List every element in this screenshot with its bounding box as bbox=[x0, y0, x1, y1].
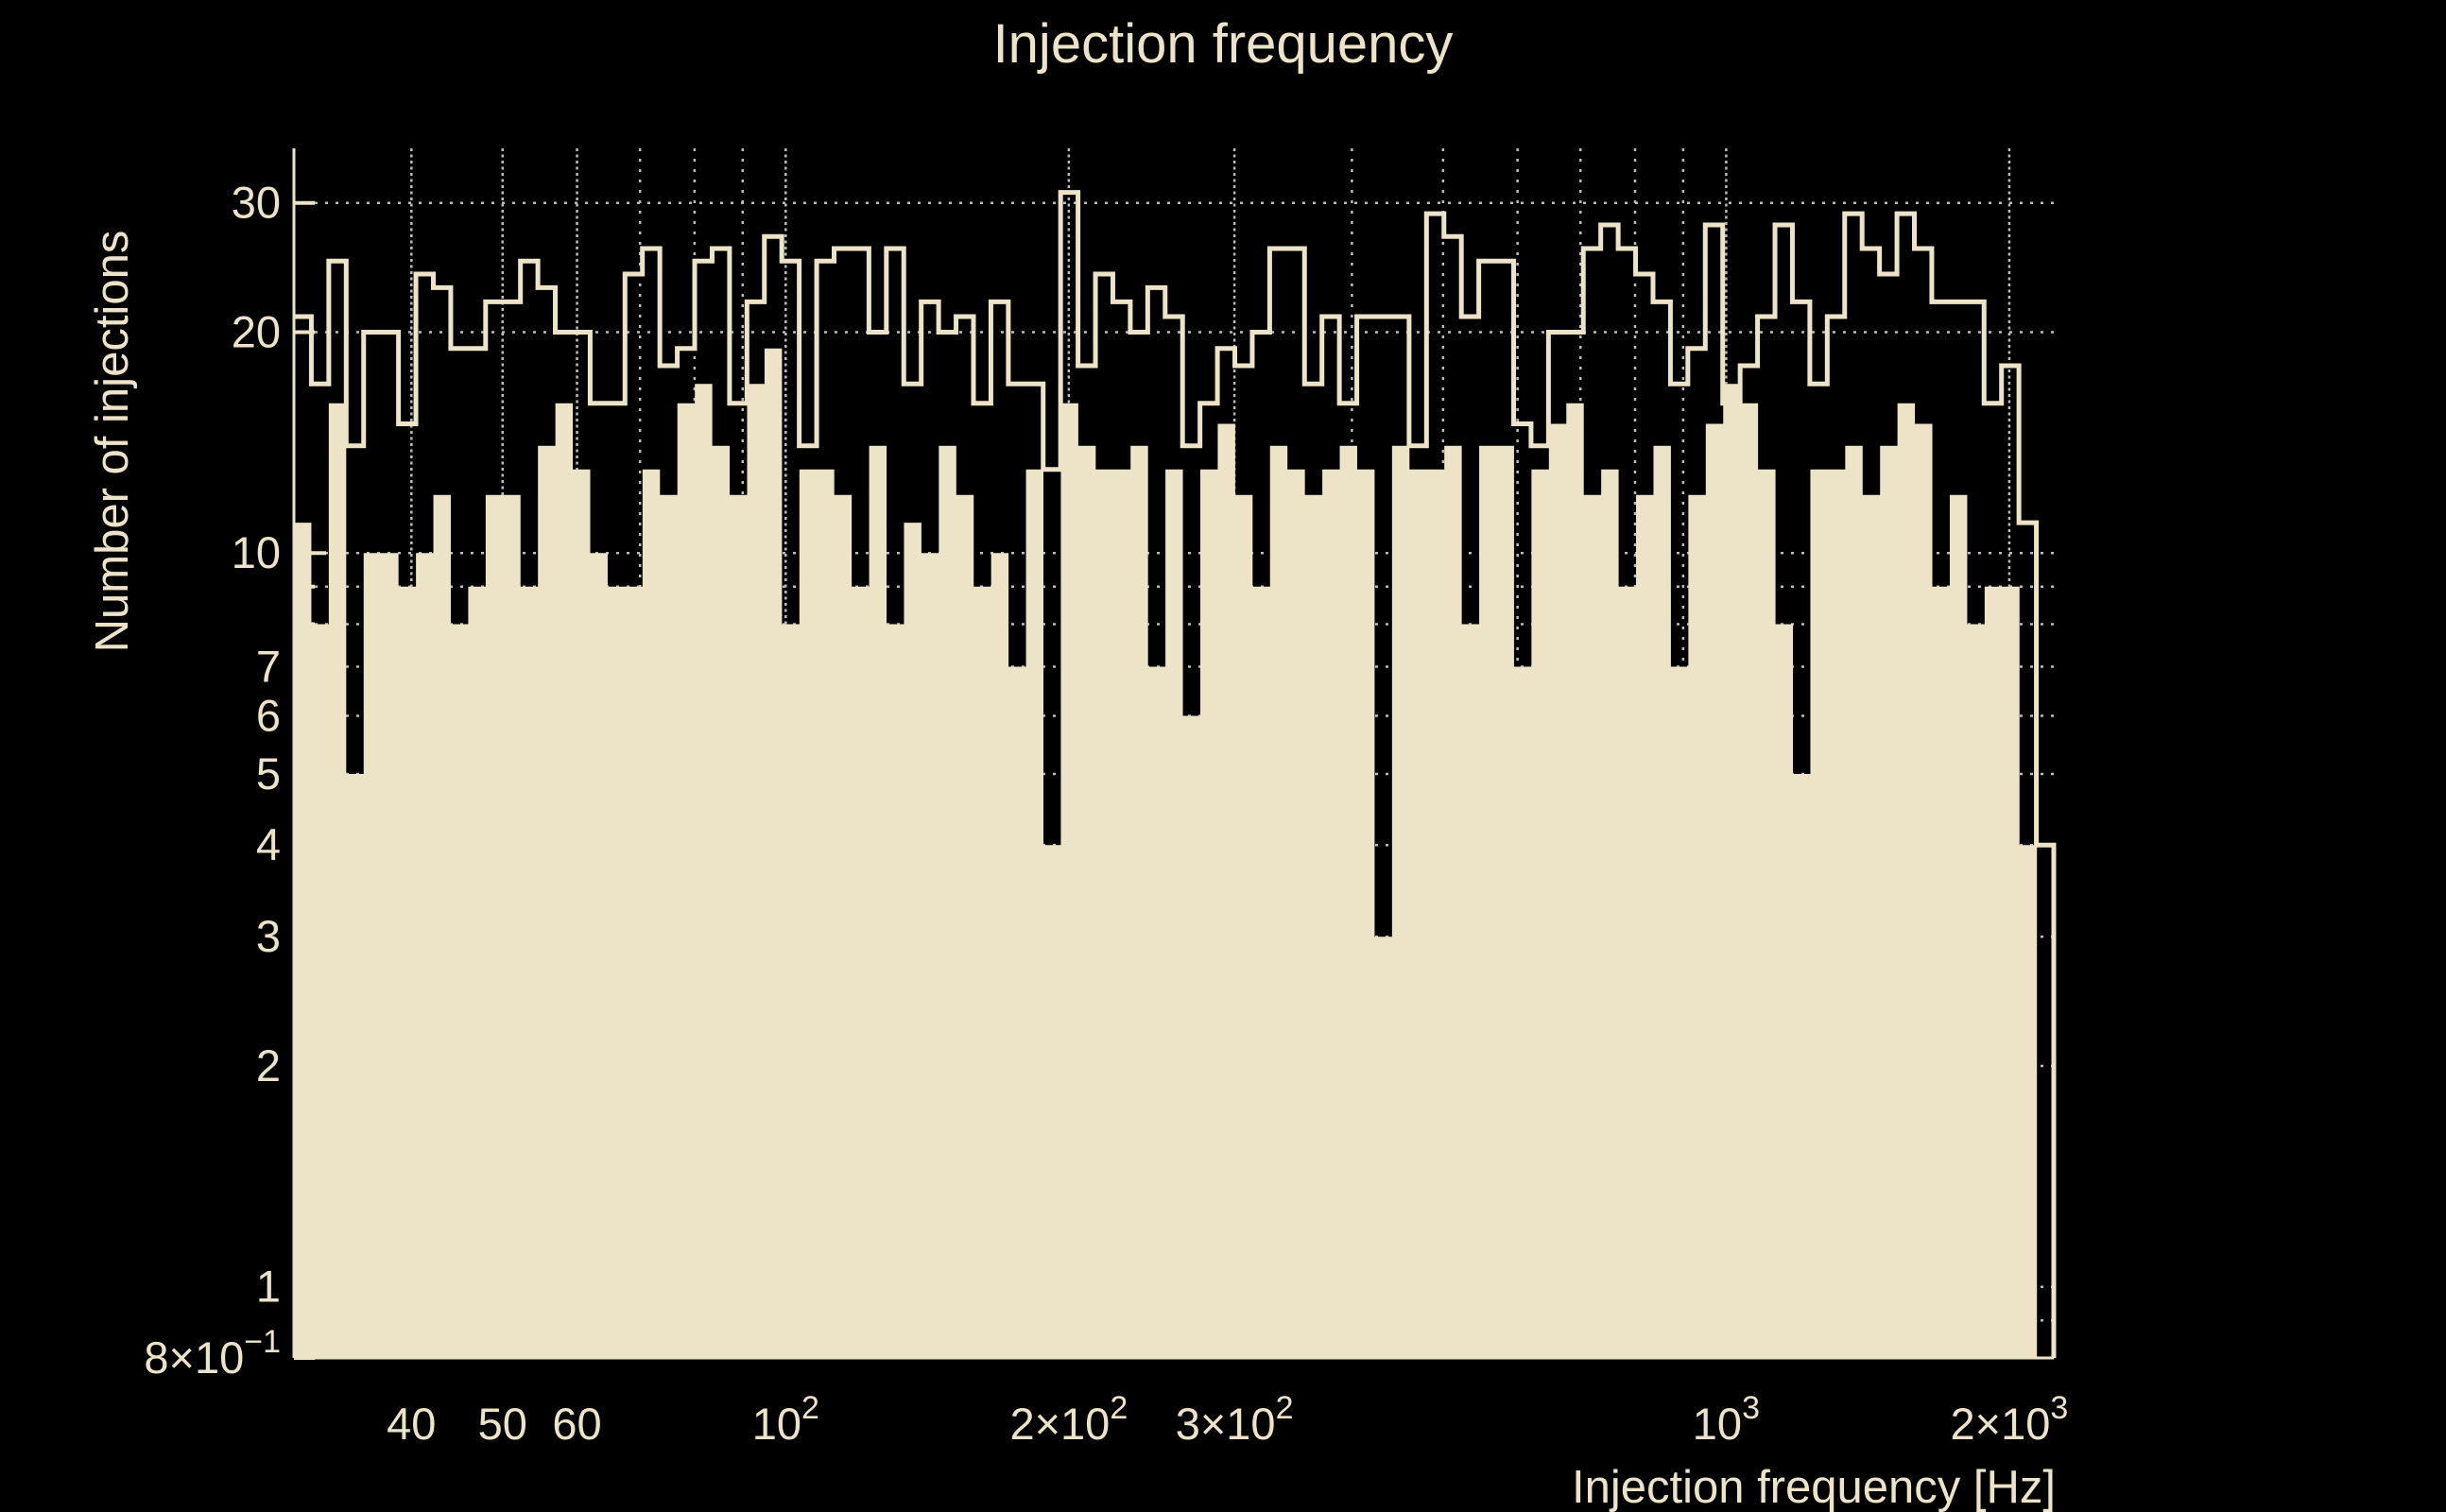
y-tick-label: 2 bbox=[256, 1040, 281, 1091]
x-tick-label: 2×102 bbox=[1009, 1390, 1128, 1449]
axis-lines bbox=[292, 148, 2054, 1360]
x-tick-label: 3×102 bbox=[1176, 1390, 1294, 1449]
x-tick-label: 60 bbox=[552, 1399, 601, 1449]
chart-title: Injection frequency bbox=[993, 13, 1454, 75]
y-tick-label: 8×10−1 bbox=[144, 1324, 281, 1383]
y-tick-label: 6 bbox=[256, 690, 281, 740]
x-axis-title: Injection frequency [Hz] bbox=[1572, 1462, 2056, 1512]
x-tick-label: 103 bbox=[1693, 1390, 1760, 1449]
x-tick-label: 102 bbox=[752, 1390, 819, 1449]
outline-histogram bbox=[294, 190, 2057, 1358]
y-tick-label: 1 bbox=[256, 1262, 281, 1312]
filled-histogram bbox=[294, 348, 2038, 1358]
y-tick-label: 3 bbox=[256, 911, 281, 961]
y-axis-title: Number of injections bbox=[87, 231, 138, 653]
y-tick-label: 10 bbox=[232, 527, 281, 577]
y-tick-label: 30 bbox=[232, 178, 281, 228]
y-tick-label: 20 bbox=[232, 306, 281, 356]
histogram-series bbox=[294, 190, 2057, 1358]
x-tick-label: 40 bbox=[387, 1399, 436, 1449]
x-tick-label: 2×103 bbox=[1951, 1390, 2069, 1449]
x-tick-label: 50 bbox=[478, 1399, 527, 1449]
y-tick-label: 7 bbox=[256, 642, 281, 692]
axis-tick-labels: 8×10−1 1 2 3 4 5 67 10 20 30 40 50 60 102 2×102 3×102 10… bbox=[144, 178, 2068, 1449]
y-tick-label: 5 bbox=[256, 748, 281, 799]
y-tick-label: 4 bbox=[256, 819, 281, 869]
